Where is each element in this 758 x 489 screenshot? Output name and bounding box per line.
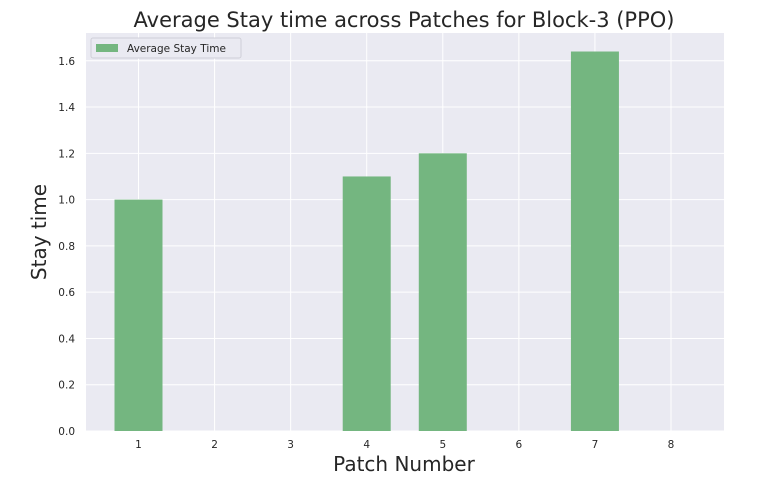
legend: Average Stay Time bbox=[90, 37, 242, 59]
y-axis-label: Stay time bbox=[27, 184, 51, 280]
y-axis-ticks: 0.0 0.2 0.4 0.6 0.8 1.0 1.2 1.4 1.6 bbox=[58, 56, 75, 438]
plot-area bbox=[86, 33, 724, 431]
y-tick-label: 0.4 bbox=[58, 333, 75, 345]
bar-patch-7 bbox=[570, 51, 619, 431]
x-tick-label: 7 bbox=[592, 439, 599, 451]
legend-swatch bbox=[96, 44, 118, 52]
x-tick-label: 8 bbox=[668, 439, 675, 451]
y-tick-label: 0.6 bbox=[58, 287, 75, 299]
y-tick-label: 1.6 bbox=[58, 56, 75, 68]
y-tick-label: 0.0 bbox=[58, 426, 75, 438]
bar-patch-5 bbox=[418, 153, 467, 432]
x-tick-label: 6 bbox=[516, 439, 523, 451]
bar-patch-1 bbox=[114, 199, 163, 431]
x-axis-ticks: 1 2 3 4 5 6 7 8 bbox=[135, 439, 674, 451]
chart-title: Average Stay time across Patches for Blo… bbox=[134, 8, 675, 32]
x-tick-label: 4 bbox=[363, 439, 370, 451]
y-tick-label: 0.2 bbox=[58, 380, 75, 392]
legend-box bbox=[90, 37, 242, 59]
y-tick-label: 0.8 bbox=[58, 241, 75, 253]
x-tick-label: 5 bbox=[439, 439, 446, 451]
x-tick-label: 3 bbox=[287, 439, 294, 451]
y-tick-label: 1.4 bbox=[58, 102, 75, 114]
x-tick-label: 1 bbox=[135, 439, 142, 451]
y-tick-label: 1.2 bbox=[58, 148, 75, 160]
y-tick-label: 1.0 bbox=[58, 195, 75, 207]
x-axis-label: Patch Number bbox=[333, 452, 475, 476]
bars bbox=[114, 51, 619, 432]
legend-label: Average Stay Time bbox=[127, 43, 226, 55]
x-tick-label: 2 bbox=[211, 439, 218, 451]
bar-patch-4 bbox=[342, 176, 391, 431]
